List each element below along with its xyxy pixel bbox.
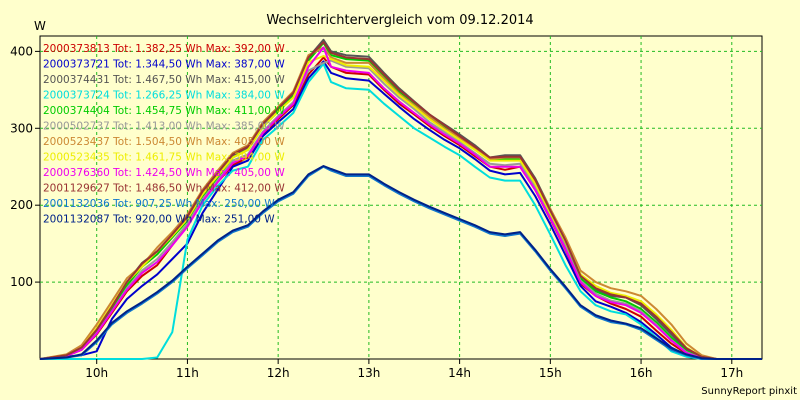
series-line-2000374404 [39, 41, 762, 360]
x-tick-label: 14h [448, 366, 471, 380]
x-tick-label: 12h [267, 366, 290, 380]
series-line-2001132036 [39, 165, 762, 360]
y-axis: 100 200 300 400 [10, 44, 40, 289]
y-tick-label: 100 [10, 275, 33, 289]
legend: 2000373813 Tot: 1.382,25 Wh Max: 392,00 … [43, 43, 285, 226]
series-line-2000373724 [40, 62, 762, 360]
y-axis-label: W [34, 19, 46, 33]
legend-entry-2000373724: 2000373724 Tot: 1.266,25 Wh Max: 384,00 … [43, 90, 285, 102]
series-line-2000523437 [39, 46, 762, 360]
x-tick-label: 15h [539, 366, 562, 380]
legend-entry-2000374404: 2000374404 Tot: 1.454,75 Wh Max: 411,00 … [43, 105, 285, 117]
legend-entry-2001132036: 2001132036 Tot: 907,25 Wh Max: 250,00 W [43, 198, 275, 210]
legend-entry-2000523435: 2000523435 Tot: 1.461,75 Wh Max: 394,00 … [43, 152, 285, 164]
series-line-2000502737 [39, 59, 762, 360]
x-tick-label: 17h [720, 366, 743, 380]
legend-entry-2001129627: 2001129627 Tot: 1.486,50 Wh Max: 412,00 … [43, 183, 285, 195]
y-tick-label: 300 [10, 121, 33, 135]
legend-entry-2001132087: 2001132087 Tot: 920,00 Wh Max: 251,00 W [43, 214, 275, 226]
series-lines [39, 38, 762, 360]
legend-entry-2000373813: 2000373813 Tot: 1.382,25 Wh Max: 392,00 … [43, 43, 285, 55]
y-tick-label: 400 [10, 44, 33, 58]
legend-entry-2000376360: 2000376360 Tot: 1.424,50 Wh Max: 405,00 … [43, 167, 285, 179]
x-axis: 10h 11h 12h 13h 14h 15h 16h 17h [85, 359, 743, 380]
legend-entry-2000373721: 2000373721 Tot: 1.344,50 Wh Max: 387,00 … [43, 59, 285, 71]
x-tick-label: 10h [85, 366, 108, 380]
legend-entry-2000523437: 2000523437 Tot: 1.504,50 Wh Max: 405,00 … [43, 136, 285, 148]
x-tick-label: 16h [630, 366, 653, 380]
x-tick-label: 13h [357, 366, 380, 380]
footer-credit: SunnyReport pinxit [701, 386, 797, 397]
series-line-2000373721 [39, 60, 762, 360]
legend-entry-2000502737: 2000502737 Tot: 1.413,00 Wh Max: 385,00 … [43, 121, 285, 133]
series-line-2001132087 [39, 165, 762, 360]
series-line-2000376360 [39, 46, 762, 360]
series-line-2001129627 [39, 41, 762, 360]
legend-entry-2000374431: 2000374431 Tot: 1.467,50 Wh Max: 415,00 … [43, 74, 285, 86]
x-tick-label: 11h [176, 366, 199, 380]
chart-title: Wechselrichtervergleich vom 09.12.2014 [266, 13, 533, 28]
grid [40, 36, 762, 359]
y-tick-label: 200 [10, 198, 33, 212]
